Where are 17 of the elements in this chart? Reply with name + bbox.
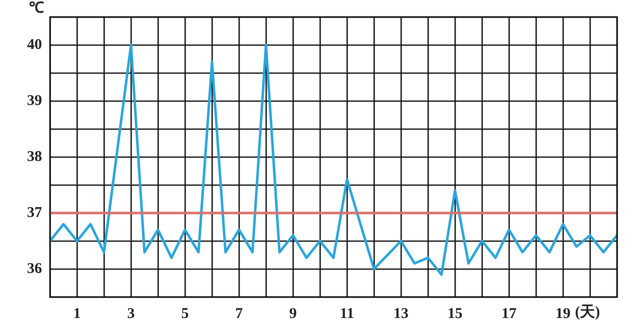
x-axis-title: (天) xyxy=(575,304,600,320)
x-tick-label: 1 xyxy=(73,306,81,322)
x-tick-label: 3 xyxy=(127,306,135,322)
x-tick-label: 5 xyxy=(181,306,189,322)
y-tick-label: 37 xyxy=(27,204,42,221)
y-tick-label: 39 xyxy=(27,92,42,109)
x-tick-label: 7 xyxy=(235,306,244,322)
y-axis-title: ℃ xyxy=(29,0,44,16)
y-tick-label: 40 xyxy=(27,36,42,53)
x-tick-label: 19 xyxy=(556,306,570,322)
y-tick-label: 36 xyxy=(27,260,42,277)
x-tick-label: 15 xyxy=(448,306,462,322)
x-tick-label: 17 xyxy=(502,306,517,322)
y-tick-label: 38 xyxy=(27,148,42,165)
x-tick-label: 13 xyxy=(394,306,408,322)
x-tick-label: 9 xyxy=(289,306,297,322)
x-tick-label: 11 xyxy=(340,306,354,322)
